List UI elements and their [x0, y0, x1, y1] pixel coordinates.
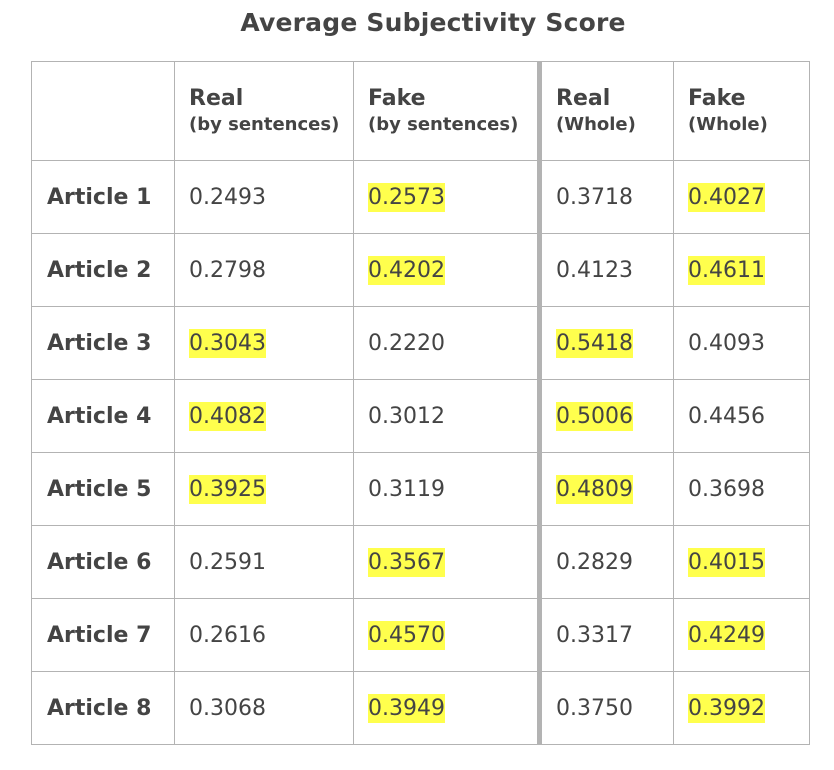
cell-value: 0.2220: [368, 330, 445, 356]
cell-value: 0.3119: [368, 476, 445, 502]
column-header: Real (Whole): [537, 61, 674, 161]
cell-value: 0.3698: [688, 476, 765, 502]
row-label: Article 4: [31, 379, 175, 453]
row-label: Article 7: [31, 598, 175, 672]
cell-value: 0.4456: [688, 403, 765, 429]
table-cell: 0.4809: [537, 452, 674, 526]
column-header: Real (by sentences): [174, 61, 354, 161]
table-cell: 0.2220: [353, 306, 540, 380]
table-row: Article 1 0.2493 0.2573 0.3718 0.4027: [31, 160, 810, 234]
table-cell: 0.2591: [174, 525, 354, 599]
cell-value: 0.3068: [189, 695, 266, 721]
table-row: Article 5 0.3925 0.3119 0.4809 0.3698: [31, 452, 810, 526]
highlighted-value: 0.4809: [556, 474, 633, 504]
cell-value: 0.2616: [189, 622, 266, 648]
column-header-label: Fake: [368, 86, 426, 111]
row-label: Article 3: [31, 306, 175, 380]
table-row: Article 6 0.2591 0.3567 0.2829 0.4015: [31, 525, 810, 599]
cell-value: 0.2493: [189, 184, 266, 210]
table-cell: 0.3718: [537, 160, 674, 234]
table-cell: 0.4027: [673, 160, 810, 234]
table-cell: 0.4082: [174, 379, 354, 453]
table-body: Article 1 0.2493 0.2573 0.3718 0.4027 Article…: [31, 160, 810, 745]
table-cell: 0.3750: [537, 671, 674, 745]
highlighted-value: 0.4611: [688, 255, 765, 285]
table-cell: 0.4015: [673, 525, 810, 599]
table-cell: 0.2573: [353, 160, 540, 234]
table-title: Average Subjectivity Score: [240, 8, 626, 37]
table-cell: 0.3992: [673, 671, 810, 745]
table-cell: 0.4611: [673, 233, 810, 307]
row-label: Article 6: [31, 525, 175, 599]
highlighted-value: 0.4082: [189, 401, 266, 431]
table-cell: 0.3068: [174, 671, 354, 745]
highlighted-value: 0.4015: [688, 547, 765, 577]
table-cell: 0.3949: [353, 671, 540, 745]
corner-cell: [31, 61, 175, 161]
table-cell: 0.3567: [353, 525, 540, 599]
column-header: Fake (by sentences): [353, 61, 540, 161]
highlighted-value: 0.3567: [368, 547, 445, 577]
highlighted-value: 0.4570: [368, 620, 445, 650]
table-cell: 0.2829: [537, 525, 674, 599]
row-label: Article 1: [31, 160, 175, 234]
table-cell: 0.2616: [174, 598, 354, 672]
row-label: Article 8: [31, 671, 175, 745]
cell-value: 0.2829: [556, 549, 633, 575]
table-cell: 0.3698: [673, 452, 810, 526]
column-header-label: Real: [189, 86, 244, 111]
table-cell: 0.4093: [673, 306, 810, 380]
column-header-label: Fake: [688, 86, 746, 111]
column-header-sub: (by sentences): [368, 114, 519, 135]
table-cell: 0.3012: [353, 379, 540, 453]
cell-value: 0.4093: [688, 330, 765, 356]
highlighted-value: 0.3925: [189, 474, 266, 504]
highlighted-value: 0.4027: [688, 182, 765, 212]
column-header: Fake (Whole): [673, 61, 810, 161]
highlighted-value: 0.4249: [688, 620, 765, 650]
column-header-sub: (by sentences): [189, 114, 340, 135]
table-cell: 0.3317: [537, 598, 674, 672]
table-cell: 0.4249: [673, 598, 810, 672]
highlighted-value: 0.3043: [189, 328, 266, 358]
cell-value: 0.3750: [556, 695, 633, 721]
cell-value: 0.4123: [556, 257, 633, 283]
cell-value: 0.3012: [368, 403, 445, 429]
column-header-sub: (Whole): [556, 114, 636, 135]
highlighted-value: 0.2573: [368, 182, 445, 212]
table-cell: 0.2798: [174, 233, 354, 307]
table-row: Article 4 0.4082 0.3012 0.5006 0.4456: [31, 379, 810, 453]
table-cell: 0.5006: [537, 379, 674, 453]
table-cell: 0.4570: [353, 598, 540, 672]
table-cell: 0.4123: [537, 233, 674, 307]
table-row: Article 2 0.2798 0.4202 0.4123 0.4611: [31, 233, 810, 307]
header-row: Real (by sentences) Fake (by sentences) …: [31, 61, 810, 161]
subjectivity-table: Real (by sentences) Fake (by sentences) …: [31, 61, 810, 745]
table-row: Article 7 0.2616 0.4570 0.3317 0.4249: [31, 598, 810, 672]
highlighted-value: 0.5006: [556, 401, 633, 431]
table-cell: 0.3043: [174, 306, 354, 380]
highlighted-value: 0.3949: [368, 693, 445, 723]
cell-value: 0.3718: [556, 184, 633, 210]
table-cell: 0.4202: [353, 233, 540, 307]
table-cell: 0.3119: [353, 452, 540, 526]
cell-value: 0.3317: [556, 622, 633, 648]
highlighted-value: 0.4202: [368, 255, 445, 285]
column-header-label: Real: [556, 86, 611, 111]
column-header-sub: (Whole): [688, 114, 768, 135]
table-cell: 0.3925: [174, 452, 354, 526]
table-row: Article 8 0.3068 0.3949 0.3750 0.3992: [31, 671, 810, 745]
table-cell: 0.4456: [673, 379, 810, 453]
highlighted-value: 0.5418: [556, 328, 633, 358]
row-label: Article 5: [31, 452, 175, 526]
table-cell: 0.5418: [537, 306, 674, 380]
cell-value: 0.2798: [189, 257, 266, 283]
row-label: Article 2: [31, 233, 175, 307]
cell-value: 0.2591: [189, 549, 266, 575]
table-row: Article 3 0.3043 0.2220 0.5418 0.4093: [31, 306, 810, 380]
table-cell: 0.2493: [174, 160, 354, 234]
highlighted-value: 0.3992: [688, 693, 765, 723]
